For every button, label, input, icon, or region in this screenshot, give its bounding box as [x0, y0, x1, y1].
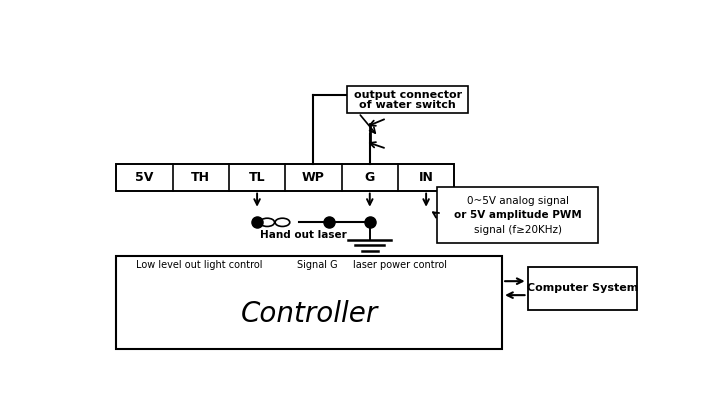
Text: signal (f≥20KHz): signal (f≥20KHz): [474, 225, 562, 234]
Text: TL: TL: [249, 171, 265, 184]
Bar: [528, 267, 638, 309]
Bar: [438, 187, 598, 243]
Text: output connector: output connector: [354, 89, 462, 100]
Bar: [116, 255, 502, 349]
Text: G: G: [365, 171, 375, 184]
Text: or 5V amplitude PWM: or 5V amplitude PWM: [454, 210, 582, 220]
Text: of water switch: of water switch: [359, 101, 456, 110]
Text: WP: WP: [302, 171, 325, 184]
Bar: [348, 86, 468, 113]
Bar: [116, 164, 454, 191]
Circle shape: [275, 218, 290, 227]
Text: 5V: 5V: [135, 171, 153, 184]
Text: Hand out laser: Hand out laser: [260, 230, 347, 240]
Text: IN: IN: [419, 171, 433, 184]
Text: Controller: Controller: [241, 300, 378, 328]
Text: TH: TH: [191, 171, 210, 184]
Text: Low level out light control: Low level out light control: [136, 260, 262, 269]
Text: laser power control: laser power control: [353, 260, 447, 269]
Text: Computer System: Computer System: [527, 283, 638, 293]
Text: 0~5V analog signal: 0~5V analog signal: [467, 197, 569, 206]
Text: Signal G: Signal G: [297, 260, 337, 269]
Circle shape: [260, 218, 275, 227]
